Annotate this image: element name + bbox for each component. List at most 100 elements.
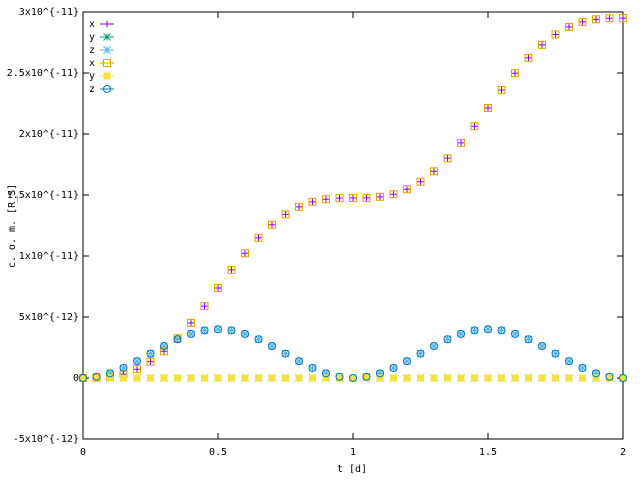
x-tick-label: 0.5 — [209, 447, 227, 458]
point — [241, 329, 249, 338]
point — [511, 374, 519, 382]
legend-label: z — [89, 45, 95, 56]
point — [403, 357, 411, 366]
point — [201, 302, 208, 310]
point — [227, 326, 236, 335]
y-tick-label: 1x10^{-11} — [19, 251, 79, 262]
point — [349, 374, 357, 382]
point — [619, 14, 627, 22]
point — [443, 154, 452, 163]
point — [497, 326, 506, 335]
point — [281, 349, 290, 358]
point — [376, 193, 384, 201]
point — [511, 69, 519, 77]
point — [565, 357, 573, 365]
point — [106, 374, 114, 382]
point — [565, 22, 573, 31]
point — [133, 365, 141, 373]
point — [268, 342, 276, 350]
point — [308, 363, 317, 372]
point — [484, 325, 492, 334]
point — [470, 122, 479, 131]
legend-label: y — [89, 71, 95, 82]
point — [254, 233, 263, 242]
y-tick-label: 2x10^{-11} — [19, 129, 79, 140]
point — [362, 372, 371, 381]
point — [592, 15, 600, 24]
point — [551, 349, 560, 358]
point — [241, 374, 249, 382]
point — [606, 374, 613, 382]
point — [551, 30, 560, 39]
x-tick-label: 1 — [350, 447, 356, 458]
point — [119, 363, 128, 372]
point — [403, 185, 411, 194]
point — [457, 329, 465, 338]
point — [268, 221, 276, 229]
point — [173, 335, 182, 344]
point — [255, 234, 262, 242]
point — [417, 374, 424, 382]
point — [484, 104, 492, 113]
point — [565, 357, 573, 366]
point — [187, 319, 195, 327]
point — [268, 374, 276, 382]
point — [403, 357, 411, 365]
point — [173, 335, 182, 344]
point — [524, 335, 533, 344]
point — [214, 325, 222, 334]
point — [578, 17, 587, 26]
point — [403, 374, 411, 382]
y-tick-label: 3x10^{-11} — [19, 7, 79, 18]
point — [120, 374, 127, 382]
point — [228, 374, 235, 382]
point — [363, 374, 370, 382]
point — [133, 365, 141, 374]
point — [322, 369, 330, 378]
point — [147, 374, 154, 382]
point — [592, 369, 600, 378]
point — [295, 374, 303, 382]
point — [444, 374, 451, 382]
y-tick-label: 2.5x10^{-11} — [7, 68, 79, 79]
point — [147, 358, 154, 366]
point — [335, 194, 344, 203]
point — [282, 210, 289, 218]
point — [349, 374, 357, 382]
point — [457, 374, 465, 382]
point — [268, 220, 276, 229]
point — [362, 193, 371, 202]
point — [417, 178, 424, 186]
point — [578, 364, 587, 372]
point — [201, 374, 208, 382]
point — [403, 185, 411, 193]
point — [227, 326, 236, 335]
point — [241, 249, 249, 257]
point — [281, 349, 290, 358]
point — [430, 342, 438, 351]
point — [322, 195, 330, 203]
point — [106, 369, 114, 378]
point — [227, 265, 236, 274]
y-axis-label: c. o. m. [R_S] — [7, 184, 18, 268]
legend-label: x — [89, 19, 95, 30]
point — [552, 30, 559, 38]
x-tick-label: 1.5 — [479, 447, 497, 458]
point — [214, 283, 222, 292]
point — [349, 194, 357, 203]
point — [200, 302, 209, 311]
point — [119, 364, 128, 372]
point — [254, 335, 263, 344]
point — [322, 195, 330, 204]
point — [187, 329, 195, 338]
point — [552, 374, 559, 382]
point — [295, 203, 303, 211]
point — [551, 349, 560, 358]
x-tick-label: 0 — [80, 447, 86, 458]
y-tick-label: -5x10^{-12} — [13, 434, 79, 445]
point — [228, 266, 235, 274]
point — [538, 342, 546, 351]
point — [430, 167, 438, 175]
point — [295, 357, 303, 366]
point — [79, 374, 87, 382]
